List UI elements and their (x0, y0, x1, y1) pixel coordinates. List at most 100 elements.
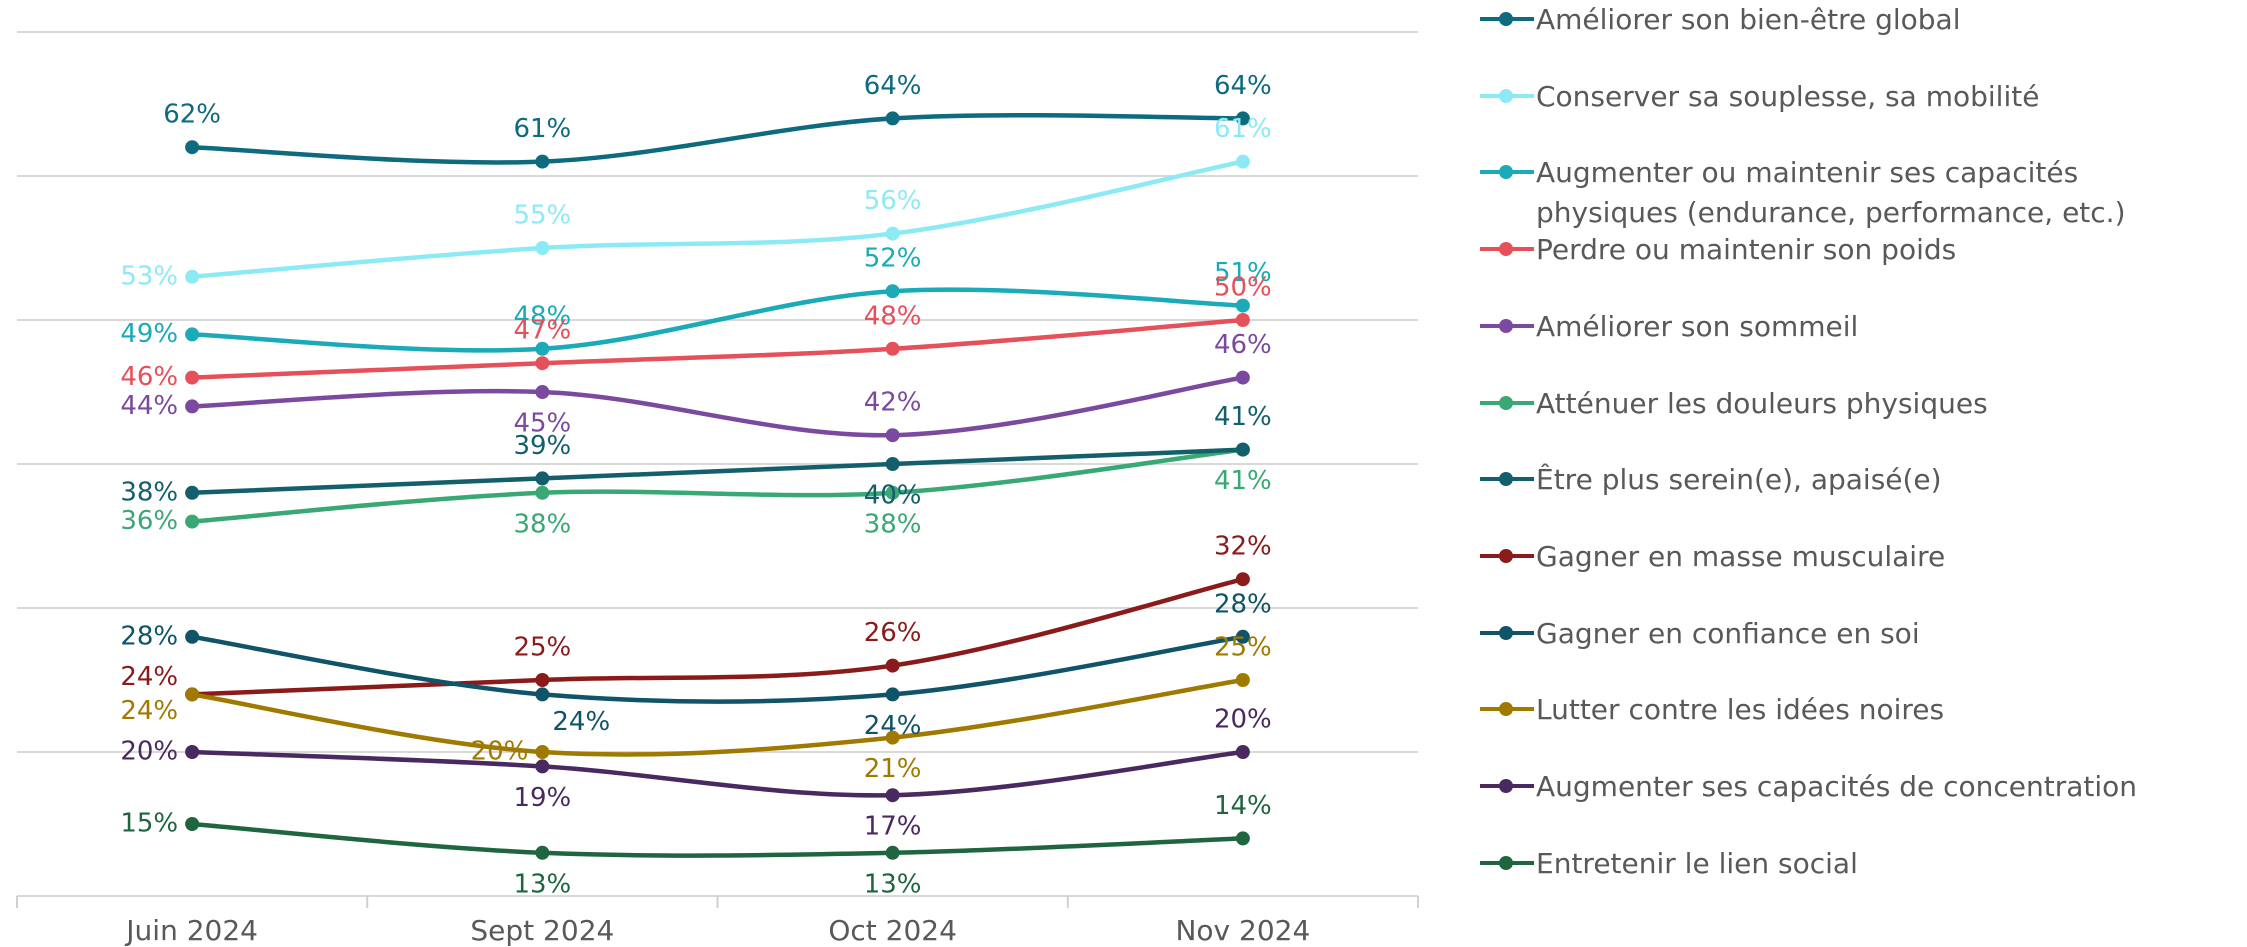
marker (185, 817, 200, 831)
series-line (191, 634, 1244, 704)
legend-dot (1499, 318, 1513, 333)
legend-item: Atténuer les douleurs physiques (1478, 384, 2226, 424)
legend-label: Augmenter ou maintenir ses capacités phy… (1536, 156, 2126, 230)
marker (1235, 154, 1250, 169)
legend-dot (1499, 395, 1513, 410)
data-label: 61% (513, 114, 571, 144)
legend-label: Améliorer son bien-être global (1536, 3, 1961, 36)
data-label: 50% (1214, 273, 1272, 303)
marker (1235, 313, 1250, 327)
legend-item: Conserver sa souplesse, sa mobilité (1478, 77, 2226, 117)
legend-dot (1499, 625, 1513, 640)
legend-swatch (1478, 614, 1536, 652)
data-label: 44% (120, 391, 178, 421)
marker (185, 629, 200, 644)
data-label: 14% (1214, 791, 1272, 821)
legend-label: Améliorer son sommeil (1536, 309, 1859, 343)
series-line (191, 447, 1244, 524)
marker (185, 370, 200, 385)
data-label: 52% (864, 244, 922, 274)
data-label: 20% (120, 737, 178, 767)
data-label: 21% (864, 754, 922, 784)
series-line (192, 287, 1243, 353)
legend-item: Améliorer son bien-être global (1478, 0, 2226, 40)
legend-swatch (1478, 77, 1536, 115)
data-label: 53% (120, 261, 178, 291)
data-label: 41% (1214, 466, 1272, 496)
legend-dot (1499, 472, 1513, 487)
data-label: 13% (864, 869, 922, 899)
data-label: 28% (1214, 589, 1272, 619)
marker (535, 241, 550, 255)
marker (885, 845, 900, 860)
marker (535, 471, 550, 486)
legend-swatch (1478, 460, 1536, 498)
legend-dot (1499, 165, 1513, 180)
data-label: 26% (864, 618, 922, 648)
marker (535, 845, 550, 860)
x-tick-label: Oct 2024 (828, 914, 957, 947)
data-label: 13% (513, 869, 571, 899)
legend-label: Augmenter ses capacités de concentration (1536, 770, 2138, 803)
legend-item: Augmenter ses capacités de concentration (1478, 767, 2226, 807)
marker (885, 341, 900, 356)
marker (1235, 629, 1250, 644)
legend-swatch (1478, 307, 1536, 345)
marker (885, 457, 900, 471)
legend-dot (1499, 88, 1513, 103)
legend-item: Améliorer son sommeil (1478, 307, 2226, 347)
marker (885, 687, 900, 702)
legend-item: Gagner en confiance en soi (1478, 614, 2226, 654)
legend-dot (1499, 12, 1513, 26)
legend-swatch (1478, 153, 1536, 191)
data-label: 47% (513, 316, 571, 346)
marker (185, 485, 200, 500)
marker (885, 428, 900, 443)
data-label: 46% (1214, 330, 1272, 360)
legend-label: Gagner en masse musculaire (1536, 539, 1946, 573)
marker (1235, 111, 1250, 126)
series-line (191, 677, 1244, 757)
marker (1235, 370, 1250, 385)
marker (885, 658, 900, 673)
data-label: 19% (513, 783, 571, 813)
legend-dot (1499, 242, 1513, 257)
legend-dot (1499, 548, 1513, 563)
marker (885, 226, 900, 241)
marker (185, 687, 200, 702)
data-label: 64% (864, 71, 922, 101)
series-line (192, 375, 1244, 438)
legend-dot (1499, 855, 1513, 870)
data-label: 46% (120, 362, 178, 392)
legend-label: Gagner en confiance en soi (1536, 616, 1920, 650)
legend-swatch (1478, 690, 1536, 728)
data-label: 24% (120, 662, 178, 692)
data-label: 39% (513, 431, 571, 461)
marker (185, 269, 200, 284)
legend-label: Être plus serein(e), apaisé(e) (1536, 463, 1942, 497)
marker (1235, 831, 1250, 846)
series-line (192, 112, 1243, 165)
marker (185, 140, 200, 155)
chart: Juin 2024 Sept 2024 Oct 2024 Nov 2024 62% 61%… (16, 31, 1419, 947)
series-line (191, 159, 1244, 280)
data-label: 28% (120, 621, 178, 651)
marker (185, 514, 200, 529)
legend-swatch (1478, 384, 1536, 422)
data-label: 25% (1214, 633, 1272, 663)
data-label: 51% (1214, 258, 1272, 288)
data-label: 48% (864, 301, 922, 331)
marker (535, 745, 550, 759)
legend-item: Augmenter ou maintenir ses capacités phy… (1478, 153, 2226, 233)
series-line (192, 749, 1244, 798)
legend-swatch (1478, 537, 1536, 575)
data-label: 32% (1214, 532, 1272, 562)
marker (535, 385, 550, 399)
marker (885, 485, 900, 500)
legend-item: Gagner en masse musculaire (1478, 537, 2226, 577)
legend-dot (1499, 779, 1513, 793)
data-label: 20% (1214, 705, 1272, 735)
legend-label: Conserver sa souplesse, sa mobilité (1536, 79, 2040, 113)
marker (1235, 745, 1250, 759)
